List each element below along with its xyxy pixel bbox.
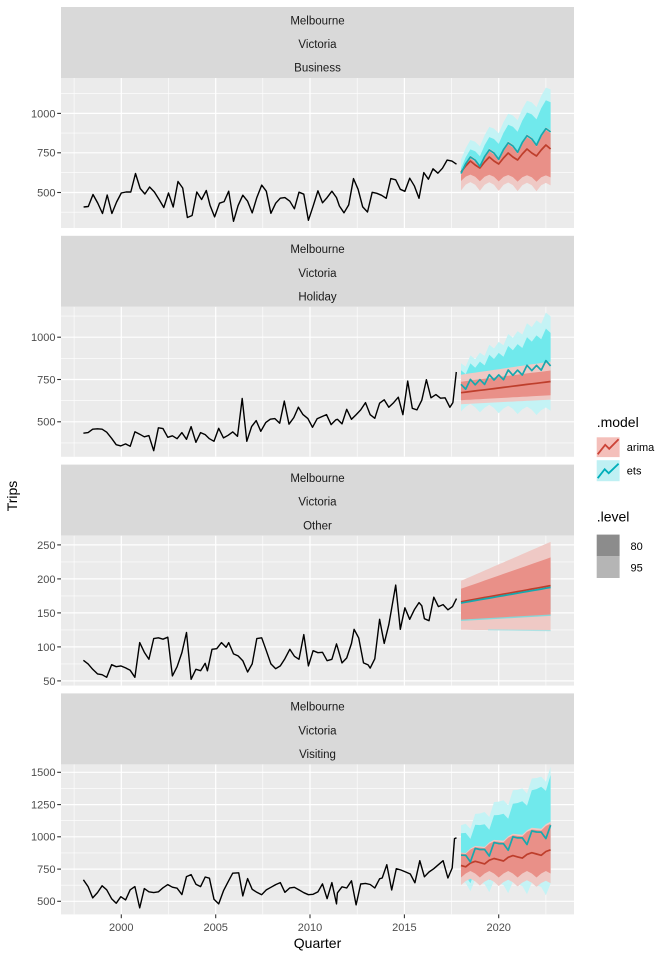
svg-text:750: 750 bbox=[37, 148, 55, 160]
svg-text:750: 750 bbox=[37, 374, 55, 386]
svg-text:ets: ets bbox=[627, 465, 642, 477]
svg-text:Quarter: Quarter bbox=[294, 935, 342, 951]
svg-text:50: 50 bbox=[43, 676, 55, 688]
svg-text:Visiting: Visiting bbox=[299, 749, 336, 761]
svg-text:Other: Other bbox=[303, 520, 332, 532]
svg-text:1000: 1000 bbox=[31, 332, 55, 344]
svg-text:Victoria: Victoria bbox=[298, 268, 337, 280]
svg-text:1000: 1000 bbox=[31, 108, 55, 120]
svg-text:Victoria: Victoria bbox=[298, 497, 337, 509]
svg-text:2005: 2005 bbox=[203, 922, 227, 934]
svg-text:.model: .model bbox=[597, 414, 639, 430]
svg-text:2000: 2000 bbox=[109, 922, 133, 934]
svg-text:750: 750 bbox=[37, 864, 55, 876]
svg-text:250: 250 bbox=[37, 540, 55, 552]
svg-text:80: 80 bbox=[631, 541, 643, 553]
svg-text:Holiday: Holiday bbox=[298, 292, 337, 304]
svg-text:Business: Business bbox=[294, 63, 341, 75]
svg-text:Melbourne: Melbourne bbox=[290, 244, 344, 256]
svg-text:2015: 2015 bbox=[392, 922, 416, 934]
svg-text:Victoria: Victoria bbox=[298, 725, 337, 737]
svg-text:95: 95 bbox=[631, 563, 643, 575]
svg-text:1250: 1250 bbox=[31, 800, 55, 812]
svg-text:Melbourne: Melbourne bbox=[290, 702, 344, 714]
svg-text:200: 200 bbox=[37, 574, 55, 586]
svg-text:150: 150 bbox=[37, 608, 55, 620]
svg-text:2010: 2010 bbox=[298, 922, 322, 934]
svg-text:Melbourne: Melbourne bbox=[290, 473, 344, 485]
svg-text:500: 500 bbox=[37, 896, 55, 908]
svg-text:1500: 1500 bbox=[31, 767, 55, 779]
svg-text:500: 500 bbox=[37, 417, 55, 429]
svg-text:arima: arima bbox=[627, 442, 655, 454]
svg-text:2020: 2020 bbox=[486, 922, 510, 934]
svg-text:.level: .level bbox=[597, 509, 630, 525]
svg-text:Melbourne: Melbourne bbox=[290, 15, 344, 27]
svg-text:500: 500 bbox=[37, 187, 55, 199]
svg-text:Trips: Trips bbox=[4, 481, 20, 512]
svg-text:1000: 1000 bbox=[31, 832, 55, 844]
svg-text:100: 100 bbox=[37, 642, 55, 654]
svg-text:Victoria: Victoria bbox=[298, 39, 337, 51]
